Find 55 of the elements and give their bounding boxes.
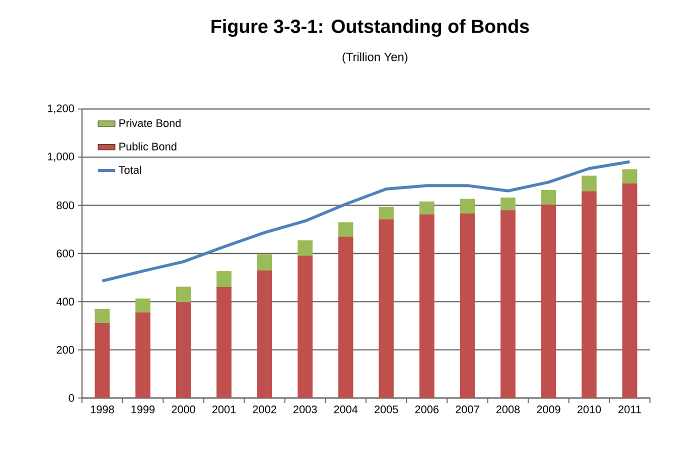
bar [500,210,516,398]
bar [622,183,638,398]
x-tick-label: 2006 [415,406,439,414]
bar [541,190,556,205]
x-tick-label: 2008 [496,406,520,414]
bar [541,204,556,398]
bar [298,240,313,256]
chart-subtitle: (Trillion Yen) [342,52,408,64]
x-tick-label: 1999 [131,406,155,414]
legend-label: Private Bond [119,118,181,128]
bar [94,308,110,323]
y-tick-label: 200 [56,346,74,354]
bar [378,219,394,398]
line-series [100,160,632,282]
x-tick-label: 2002 [252,406,276,414]
bar [176,302,191,398]
bar [135,312,150,398]
bar [135,298,150,313]
bar [419,214,434,398]
bar [622,169,638,184]
legend-label: Public Bond [119,142,176,150]
x-tick-label: 2001 [212,406,236,414]
bar [257,270,272,398]
bar [176,286,191,302]
x-tick-label: 2000 [172,406,196,414]
legend-label: Total [118,166,141,174]
x-tick-label: 2007 [456,406,480,414]
y-tick-label: 800 [56,201,74,210]
bar [460,214,475,398]
x-tick-label: 2005 [374,406,398,414]
bar [582,191,597,398]
chart-title: Figure 3-3-1: Outstanding of Bonds [212,19,529,37]
bar [216,286,232,398]
y-tick-label: 1,200 [48,104,74,114]
y-tick-label: 1,000 [48,152,74,162]
x-tick-label: 2004 [334,406,358,414]
y-tick-label: 600 [56,250,74,258]
x-tick-label: 2009 [536,406,560,414]
x-tick-label: 2003 [294,406,317,414]
y-tick-label: 400 [56,298,74,306]
x-tick-label: 2010 [578,406,601,414]
x-tick-label: 1998 [90,406,114,414]
bar [419,201,434,214]
bar [582,176,597,192]
bar [298,256,313,398]
y-tick-label: 0 [68,394,74,402]
bar [338,236,354,398]
x-tick-label: 2011 [618,406,641,414]
bar [338,222,354,237]
bar [500,198,516,210]
bar [257,254,272,270]
bar [216,271,232,287]
bar [94,322,110,398]
bar [460,198,475,214]
bar [378,206,394,220]
